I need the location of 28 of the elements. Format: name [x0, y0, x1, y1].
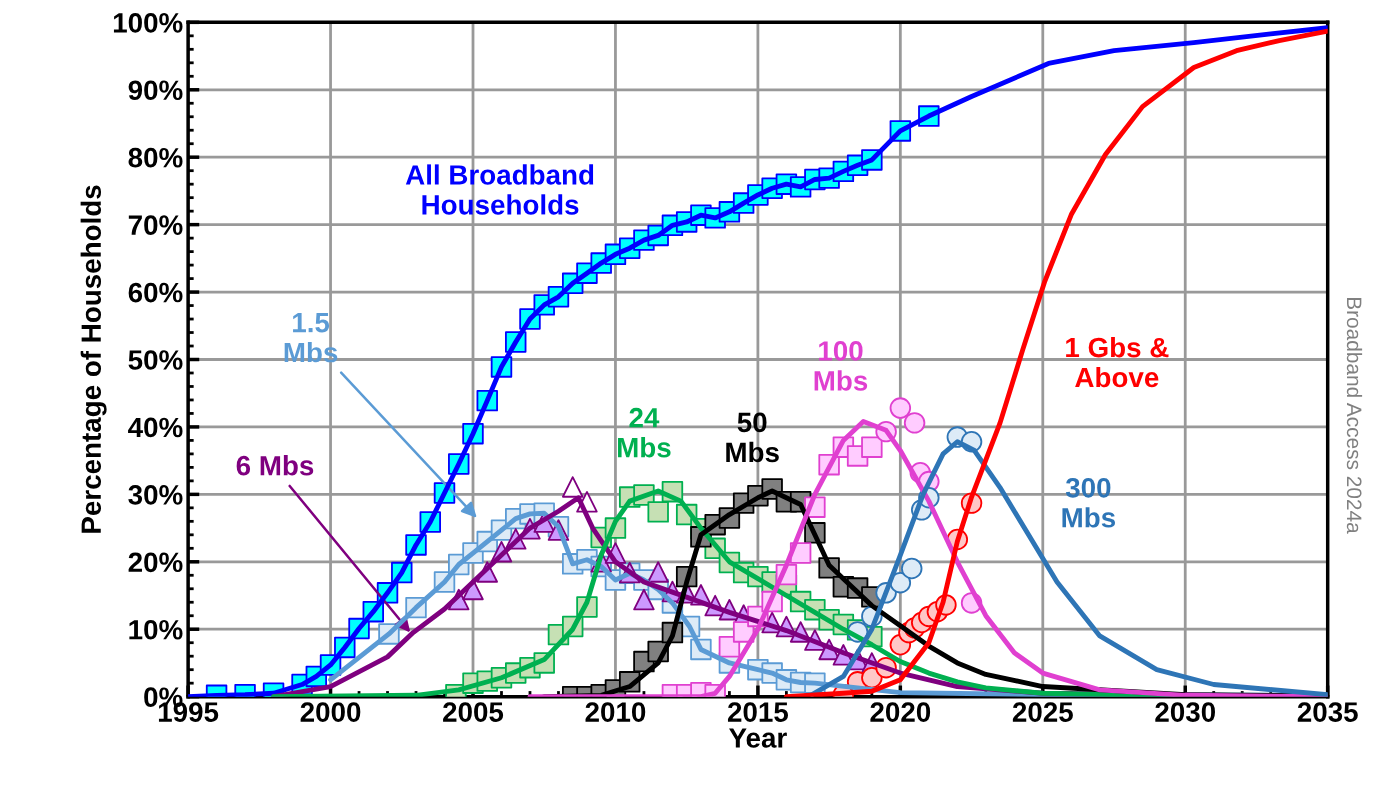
- x-tick-label: 2035: [1297, 702, 1358, 722]
- series-label: 50 Mbs: [726, 412, 779, 463]
- x-axis-title: Year: [729, 728, 787, 748]
- x-tick-label: 2005: [443, 702, 504, 722]
- series-label: 300 Mbs: [1062, 477, 1116, 528]
- x-tick-label: 2025: [1012, 702, 1073, 722]
- x-tick-label: 2010: [585, 702, 646, 722]
- y-tick-label: 20%: [128, 552, 183, 573]
- text: 6 Mbs: [236, 455, 314, 476]
- x-tick-label: 2000: [300, 702, 361, 722]
- y-tick-label: 90%: [128, 80, 183, 101]
- series-label: All Broadband Households: [405, 164, 594, 215]
- x-tick-label: 2020: [870, 702, 931, 722]
- y-tick-label: 100%: [113, 13, 183, 33]
- y-axis-title: Percentage of Households: [80, 185, 107, 533]
- series-label: 24 Mbs: [618, 407, 671, 458]
- y-tick-label: 60%: [128, 282, 183, 303]
- series-label: 100 Mbs: [814, 341, 868, 391]
- y-tick-label: 50%: [128, 350, 183, 370]
- x-tick-label: 2030: [1155, 702, 1215, 722]
- y-tick-label: 30%: [128, 485, 183, 505]
- x-tick-label: 2015: [727, 702, 789, 722]
- y-tick-label: 40%: [128, 417, 183, 438]
- text: Broadband Access 2024a: [1346, 297, 1363, 534]
- series-label: 1 Gbs & Above: [1066, 336, 1169, 388]
- y-tick-label: 10%: [129, 619, 183, 640]
- y-tick-label: 80%: [128, 147, 183, 168]
- y-tick-label: 70%: [128, 215, 183, 235]
